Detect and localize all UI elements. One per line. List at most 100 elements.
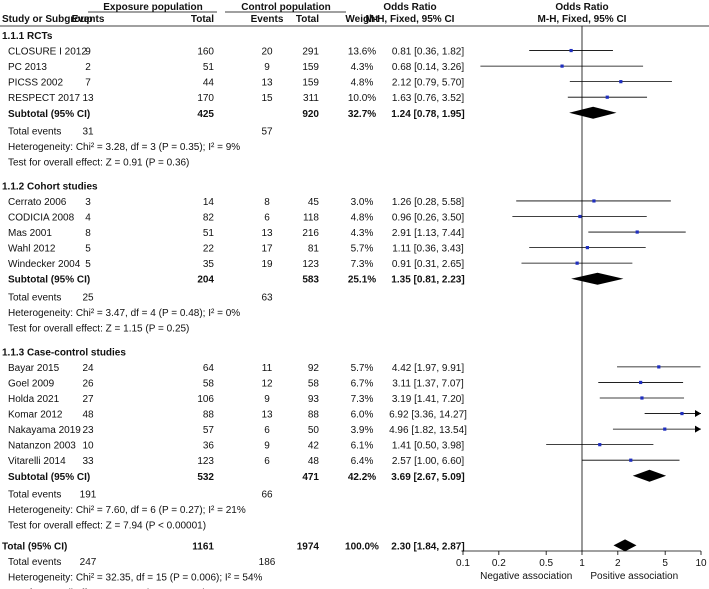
x-axis-tick-label: 2 bbox=[615, 558, 621, 569]
header-control-total: Total bbox=[296, 14, 319, 25]
total-events-label: Total events bbox=[8, 292, 61, 303]
total-events-label: Total events bbox=[8, 126, 61, 137]
exposure-total: 106 bbox=[197, 394, 214, 405]
heterogeneity-text: Heterogeneity: Chi² = 32.35, df = 15 (P … bbox=[8, 573, 263, 584]
total-events-exposure: 25 bbox=[82, 292, 94, 303]
study-point bbox=[640, 396, 644, 400]
exposure-total: 160 bbox=[197, 47, 214, 58]
total-events-control: 57 bbox=[261, 126, 273, 137]
exposure-events: 5 bbox=[85, 259, 91, 270]
study-odds-ratio-ci: 1.63 [0.76, 3.52] bbox=[392, 93, 465, 104]
x-axis-tick-label: 1 bbox=[579, 558, 585, 569]
control-total: 81 bbox=[308, 244, 320, 255]
control-total: 93 bbox=[308, 394, 320, 405]
subtotal-exposure-total: 204 bbox=[197, 275, 214, 286]
control-events: 19 bbox=[261, 259, 273, 270]
header-plot-odds-ratio: Odds Ratio bbox=[555, 2, 608, 13]
subtotal-control-total: 920 bbox=[302, 109, 319, 120]
study-weight: 4.8% bbox=[351, 78, 374, 89]
study-weight: 4.3% bbox=[351, 228, 374, 239]
study-odds-ratio-ci: 0.81 [0.36, 1.82] bbox=[392, 47, 465, 58]
control-total: 159 bbox=[302, 62, 319, 73]
study-point bbox=[578, 214, 582, 219]
subtotal-odds-ratio-ci: 1.35 [0.81, 2.23] bbox=[391, 275, 464, 286]
total-diamond bbox=[613, 539, 637, 552]
exposure-total: 51 bbox=[203, 228, 215, 239]
control-total: 48 bbox=[308, 456, 320, 467]
study-name: Nakayama 2019 bbox=[8, 425, 81, 436]
heterogeneity-text: Heterogeneity: Chi² = 3.47, df = 4 (P = … bbox=[8, 308, 240, 319]
header-exposure-total: Total bbox=[191, 14, 214, 25]
study-point bbox=[639, 380, 643, 385]
study-weight: 3.0% bbox=[351, 197, 374, 208]
exposure-events: 10 bbox=[82, 441, 94, 452]
study-name: Holda 2021 bbox=[8, 394, 60, 405]
study-weight: 13.6% bbox=[348, 47, 376, 58]
control-total: 123 bbox=[302, 259, 319, 270]
control-events: 20 bbox=[261, 47, 273, 58]
control-total: 92 bbox=[308, 363, 320, 374]
header-exposure-population: Exposure population bbox=[103, 2, 202, 13]
total-weight: 100.0% bbox=[345, 541, 379, 552]
study-name: Bayar 2015 bbox=[8, 363, 60, 374]
header-plot-mh-fixed: M-H, Fixed, 95% CI bbox=[538, 14, 627, 25]
subgroup-title: 1.1.1 RCTs bbox=[2, 31, 53, 42]
study-weight: 6.1% bbox=[351, 441, 374, 452]
exposure-events: 33 bbox=[82, 456, 94, 467]
study-point bbox=[569, 48, 573, 53]
study-weight: 5.7% bbox=[351, 244, 374, 255]
exposure-total: 14 bbox=[203, 197, 215, 208]
exposure-total: 64 bbox=[203, 363, 215, 374]
control-events: 15 bbox=[261, 93, 273, 104]
study-odds-ratio-ci: 2.12 [0.79, 5.70] bbox=[392, 78, 465, 89]
exposure-events: 7 bbox=[85, 78, 91, 89]
study-weight: 4.3% bbox=[351, 62, 374, 73]
study-weight: 7.3% bbox=[351, 259, 374, 270]
control-events: 17 bbox=[261, 244, 273, 255]
study-name: Natanzon 2003 bbox=[8, 441, 76, 452]
control-events: 13 bbox=[261, 78, 273, 89]
study-weight: 6.4% bbox=[351, 456, 374, 467]
study-weight: 10.0% bbox=[348, 93, 376, 104]
overall-effect-text: Test for overall effect: Z = 7.94 (P < 0… bbox=[8, 520, 206, 531]
study-name: Vitarelli 2014 bbox=[8, 456, 66, 467]
study-odds-ratio-ci: 6.92 [3.36, 14.27] bbox=[389, 410, 467, 421]
exposure-total: 44 bbox=[203, 78, 215, 89]
exposure-total: 88 bbox=[203, 410, 215, 421]
control-total: 42 bbox=[308, 441, 320, 452]
control-events: 9 bbox=[264, 62, 270, 73]
control-total: 216 bbox=[302, 228, 319, 239]
study-weight: 4.8% bbox=[351, 213, 374, 224]
study-point bbox=[629, 458, 633, 462]
control-events: 9 bbox=[264, 441, 270, 452]
control-total: 291 bbox=[302, 47, 319, 58]
subtotal-control-total: 471 bbox=[302, 472, 319, 483]
total-control-total: 1974 bbox=[297, 541, 320, 552]
study-point bbox=[680, 411, 684, 416]
study-odds-ratio-ci: 4.96 [1.82, 13.54] bbox=[389, 425, 467, 436]
study-point bbox=[619, 80, 623, 84]
header-control-events: Events bbox=[251, 14, 284, 25]
study-point bbox=[635, 230, 639, 234]
axis-label-negative-association: Negative association bbox=[480, 571, 572, 582]
control-total: 45 bbox=[308, 197, 320, 208]
exposure-total: 22 bbox=[203, 244, 215, 255]
subtotal-label: Subtotal (95% CI) bbox=[8, 275, 90, 286]
study-name: Mas 2001 bbox=[8, 228, 52, 239]
control-total: 58 bbox=[308, 378, 320, 389]
control-events: 12 bbox=[261, 378, 273, 389]
overall-effect-text: Test for overall effect: Z = 1.15 (P = 0… bbox=[8, 323, 189, 334]
study-odds-ratio-ci: 2.57 [1.00, 6.60] bbox=[392, 456, 465, 467]
total-events-exposure: 191 bbox=[80, 489, 97, 500]
study-name: RESPECT 2017 bbox=[8, 93, 81, 104]
total-events-label: Total events bbox=[8, 489, 61, 500]
x-axis-tick-label: 0.1 bbox=[456, 558, 470, 569]
exposure-total: 123 bbox=[197, 456, 214, 467]
total-exposure-total: 1161 bbox=[192, 541, 214, 552]
study-name: PC 2013 bbox=[8, 62, 47, 73]
header-control-population: Control population bbox=[241, 2, 330, 13]
exposure-events: 24 bbox=[82, 363, 94, 374]
study-odds-ratio-ci: 2.91 [1.13, 7.44] bbox=[392, 228, 465, 239]
study-odds-ratio-ci: 1.41 [0.50, 3.98] bbox=[392, 441, 465, 452]
study-ci-arrow bbox=[695, 410, 701, 418]
